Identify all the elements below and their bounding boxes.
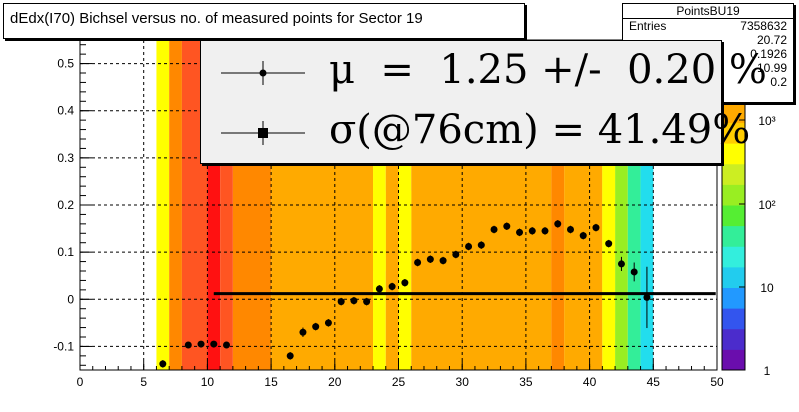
data-point	[312, 323, 320, 331]
data-point	[286, 352, 294, 360]
data-point	[541, 227, 549, 235]
data-point	[414, 259, 422, 267]
stats-value: 20.72	[756, 33, 787, 47]
data-point	[197, 340, 205, 348]
data-point	[592, 224, 600, 232]
x-tick-label: 20	[328, 375, 342, 389]
data-point	[375, 285, 383, 293]
y-tick-label: 0.5	[57, 57, 74, 71]
legend-sigma-text: σ(@76cm) = 41.49%	[329, 107, 751, 153]
color-scale-cell	[722, 225, 745, 247]
color-scale-cell	[722, 143, 745, 165]
legend-marker-square-icon	[221, 121, 305, 145]
data-point	[630, 268, 638, 276]
data-point	[401, 279, 409, 287]
heatmap-cell	[156, 40, 170, 370]
y-tick-label: 0.1	[57, 245, 74, 259]
data-point	[617, 260, 625, 268]
x-tick-label: 40	[583, 375, 597, 389]
data-point	[210, 340, 218, 348]
data-point	[452, 251, 460, 258]
color-scale-cell	[722, 349, 745, 371]
data-point	[579, 232, 587, 240]
chart-title: dEdx(I70) Bichsel versus no. of measured…	[10, 10, 423, 27]
legend-marker-circle-icon	[221, 61, 305, 85]
z-tick-label: 1	[764, 364, 771, 378]
data-point	[439, 257, 447, 265]
x-tick-label: 15	[264, 375, 278, 389]
stats-value: 10.99	[756, 61, 787, 75]
y-tick-label: 0	[67, 292, 74, 306]
data-point	[350, 297, 358, 305]
color-scale-cell	[722, 328, 745, 350]
color-scale-cell	[722, 266, 745, 288]
color-scale-cell	[722, 246, 745, 268]
legend-entry-mu: μ = 1.25 +/- 0.20 %	[201, 43, 767, 103]
data-point	[324, 319, 332, 327]
color-scale-cell	[722, 122, 745, 144]
y-tick-label: 0.4	[57, 104, 74, 118]
heatmap-cell	[373, 190, 386, 271]
data-point	[516, 228, 524, 236]
data-point	[643, 293, 651, 301]
data-point	[388, 283, 396, 291]
stats-value: 0.1926	[750, 47, 787, 61]
data-point	[490, 226, 498, 234]
data-point	[159, 360, 167, 368]
data-point	[605, 240, 613, 248]
y-tick-label: 0.3	[57, 151, 74, 165]
z-tick-label: 10³	[758, 114, 775, 128]
stats-row-mean-y: 0.1926	[623, 47, 793, 61]
color-scale-cell	[722, 287, 745, 309]
data-point	[426, 255, 434, 263]
data-point	[554, 220, 562, 228]
data-point	[337, 298, 345, 306]
x-tick-label: 0	[77, 375, 84, 389]
data-point	[363, 298, 371, 306]
stats-row-entries: Entries 7358632	[623, 19, 793, 33]
stats-row-mean: 20.72	[623, 33, 793, 47]
stats-title: PointsBU19	[623, 4, 793, 19]
x-tick-label: 30	[456, 375, 470, 389]
x-tick-label: 35	[519, 375, 533, 389]
z-tick-label: 10	[760, 281, 774, 295]
color-scale-cell	[722, 184, 745, 206]
data-point	[566, 226, 574, 234]
legend-box: μ = 1.25 +/- 0.20 % σ(@76cm) = 41.49%	[200, 40, 767, 164]
legend-mu-text: μ = 1.25 +/- 0.20 %	[329, 47, 767, 93]
legend-entry-sigma: σ(@76cm) = 41.49%	[201, 103, 750, 163]
chart-title-box: dEdx(I70) Bichsel versus no. of measured…	[3, 3, 525, 39]
data-point	[477, 241, 485, 249]
color-scale-cell	[722, 101, 745, 123]
x-tick-label: 25	[392, 375, 406, 389]
stats-value: 0.2	[770, 75, 787, 89]
x-tick-label: 50	[710, 375, 724, 389]
data-point	[503, 222, 511, 230]
heatmap-cell	[398, 190, 412, 271]
color-scale-cell	[722, 163, 745, 185]
stats-row-rms-y: 0.2	[623, 75, 793, 89]
x-tick-label: 10	[201, 375, 215, 389]
color-scale-cell	[722, 205, 745, 227]
data-point	[528, 227, 536, 235]
data-point	[465, 242, 473, 250]
data-point	[184, 341, 192, 349]
heatmap-cell	[169, 40, 182, 370]
stats-label: Entries	[629, 19, 667, 33]
data-point	[299, 328, 307, 336]
heatmap-cell	[551, 205, 565, 300]
y-tick-label: 0.2	[57, 198, 74, 212]
stats-row-rms: 10.99	[623, 61, 793, 75]
color-scale-cell	[722, 308, 745, 330]
x-tick-label: 45	[647, 375, 661, 389]
x-tick-label: 5	[140, 375, 147, 389]
data-point	[223, 341, 231, 349]
z-tick-label: 10²	[758, 198, 775, 212]
stats-value: 7358632	[740, 19, 787, 33]
y-tick-label: -0.1	[53, 339, 74, 353]
